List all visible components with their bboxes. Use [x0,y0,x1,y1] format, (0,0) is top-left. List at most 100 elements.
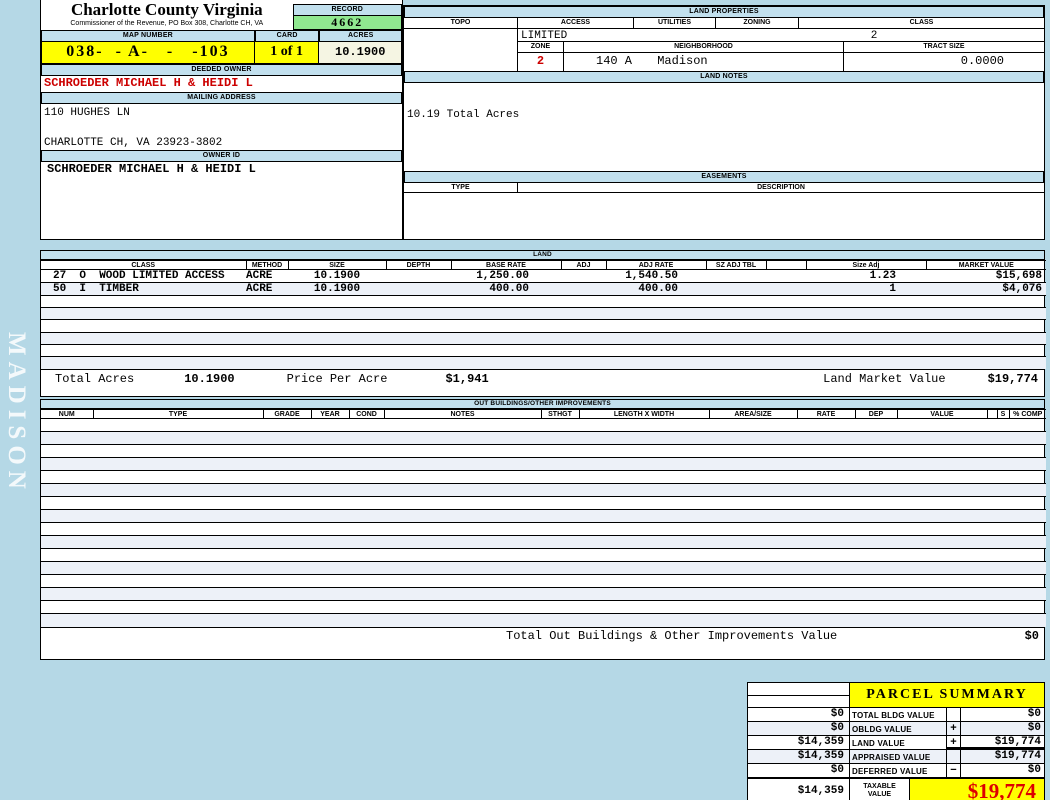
neighborhood-value: 140 A Madison [564,53,844,71]
outbuildings-total-label: Total Out Buildings & Other Improvements… [506,628,838,643]
land-col-adj-rate: ADJ RATE [605,260,707,270]
land-empty-row [41,294,1046,308]
outbuildings-total-row: Total Out Buildings & Other Improvements… [41,626,1044,644]
zoning-label: ZONING [716,18,799,28]
outbuildings-section: OUT BUILDINGS/OTHER IMPROVEMENTS NUM TYP… [40,399,1046,660]
zone-neighborhood-block: ZONE NEIGHBORHOOD TRACT SIZE 2 140 A Mad… [518,41,1044,71]
record-block: RECORD 4662 [292,0,402,30]
land-empty-row [41,331,1046,345]
land-col-blank [765,260,807,270]
topo-label: TOPO [404,18,517,29]
outbuildings-empty-row [41,496,1046,510]
land-market-value: $19,774 [987,372,1038,387]
land-cell-base-rate: 1,250.00 [451,269,561,283]
land-col-depth: DEPTH [385,260,452,270]
land-row: 50 I TIMBER ACRE 10.1900 400.00 400.00 1… [41,282,1046,296]
parcel-right-value: $0 [1027,708,1041,720]
land-col-size-adj: Size Adj [805,260,927,270]
land-col-class: CLASS [41,260,247,270]
parcel-row-taxable: $14,359 TAXABLE VALUE $19,774 [748,777,1044,800]
ob-col-grade: GRADE [262,409,312,419]
land-empty-row [41,343,1046,357]
land-cell-class: 27 O WOOD LIMITED ACCESS [41,269,246,283]
parcel-row-appraised: $14,359 APPRAISED VALUE $19,774 [748,749,1044,763]
land-section: LAND CLASS METHOD SIZE DEPTH BASE RATE A… [40,250,1046,397]
class-value: 2 [870,30,878,42]
parcel-left-value: $14,359 [748,750,850,763]
taxable-label-line1: TAXABLE [863,783,896,790]
topo-column: TOPO [404,18,518,71]
land-cell-size-adj: 1.23 [806,269,926,283]
neighborhood-label: NEIGHBORHOOD [564,42,844,53]
outbuildings-empty-row [41,522,1046,536]
easement-description-label: DESCRIPTION [757,184,805,191]
land-cell-depth [386,269,451,283]
deeded-owner-label: DEEDED OWNER [41,64,402,76]
land-totals-row: Total Acres 10.1900 Price Per Acre $1,94… [41,368,1044,389]
land-cell-adj [561,269,606,283]
parcel-row-label: LAND VALUE [850,736,947,749]
outbuildings-section-header: OUT BUILDINGS/OTHER IMPROVEMENTS [41,400,1044,409]
land-row: 27 O WOOD LIMITED ACCESS ACRE 10.1900 1,… [41,269,1046,283]
outbuildings-empty-row [41,548,1046,562]
parcel-header-panel: Charlotte County Virginia Commissioner o… [40,0,403,240]
neighborhood-code: 140 A [596,54,633,68]
parcel-row-obldg: $0 OBLDG VALUE + $0 [748,721,1044,735]
parcel-row-deferred: $0 DEFERRED VALUE − $0 [748,763,1044,777]
owner-id-value: SCHROEDER MICHAEL H & HEIDI L [47,162,256,176]
parcel-operator [947,708,961,721]
address-line-2: CHARLOTTE CH, VA 23923-3802 [44,137,223,149]
taxable-left-value: $14,359 [748,779,850,800]
parcel-right-value: $19,774 [994,750,1041,762]
mailing-address-label: MAILING ADDRESS [41,92,402,104]
ob-col-rate: RATE [796,409,856,419]
land-cell-adj [561,282,606,296]
land-cell-base-rate: 400.00 [451,282,561,296]
land-cell-method: ACRE [246,282,288,296]
acres-label: ACRES [319,30,402,42]
land-table-header-row: CLASS METHOD SIZE DEPTH BASE RATE ADJ AD… [41,260,1046,270]
ob-col-dep: DEP [854,409,898,419]
land-empty-row [41,307,1046,320]
access-label: ACCESS [518,18,634,28]
access-value: LIMITED [521,30,568,42]
outbuildings-empty-row [41,535,1046,549]
map-number-value: 038- - A- - -103 [41,42,255,64]
outbuildings-empty-row [41,613,1046,627]
map-number-label: MAP NUMBER [41,30,255,42]
parcel-operator [947,750,961,763]
acres-value: 10.1900 [319,42,402,64]
mailing-address-block: 110 HUGHES LN CHARLOTTE CH, VA 23923-380… [41,104,402,150]
land-section-header: LAND [41,251,1044,260]
parcel-summary-blank-cell [748,683,850,707]
land-cell-sz-adj-tbl [706,282,766,296]
land-properties-panel: LAND PROPERTIES TOPO ACCESS UTILITIES ZO… [403,5,1045,240]
utilities-label: UTILITIES [634,18,716,28]
parcel-left-value: $0 [748,764,850,777]
tract-size-label: TRACT SIZE [844,42,1044,53]
outbuildings-total-value: $0 [1024,628,1039,643]
address-line-1: 110 HUGHES LN [44,107,130,119]
ob-col-notes: NOTES [383,409,542,419]
zone-label: ZONE [518,42,564,53]
land-cell-size: 10.1900 [288,269,386,283]
outbuildings-empty-row [41,418,1046,432]
outbuildings-table: NUM TYPE GRADE YEAR COND NOTES STHGT LEN… [41,409,1046,627]
ob-col-cond: COND [348,409,385,419]
land-market-value-label: Land Market Value [823,372,946,387]
taxable-value-label: TAXABLE VALUE [850,779,910,800]
land-cell-size-adj: 1 [806,282,926,296]
county-title-block: Charlotte County Virginia Commissioner o… [41,0,293,30]
parcel-summary: PARCEL SUMMARY $0 TOTAL BLDG VALUE $0 $0… [747,682,1045,800]
land-cell-method: ACRE [246,269,288,283]
parcel-row-label: APPRAISED VALUE [850,750,947,763]
land-col-market-value: MARKET VALUE [925,260,1046,270]
parcel-operator: + [947,722,961,735]
land-cell-adj-rate: 1,540.50 [606,269,706,283]
ob-col-pct-comp: % COMP [1008,409,1046,419]
easements-body [404,193,1044,242]
easements-header: EASEMENTS [404,171,1044,183]
land-col-sz-adj-tbl: SZ ADJ TBL [705,260,767,270]
land-cell-class: 50 I TIMBER [41,282,246,296]
outbuildings-empty-row [41,509,1046,523]
